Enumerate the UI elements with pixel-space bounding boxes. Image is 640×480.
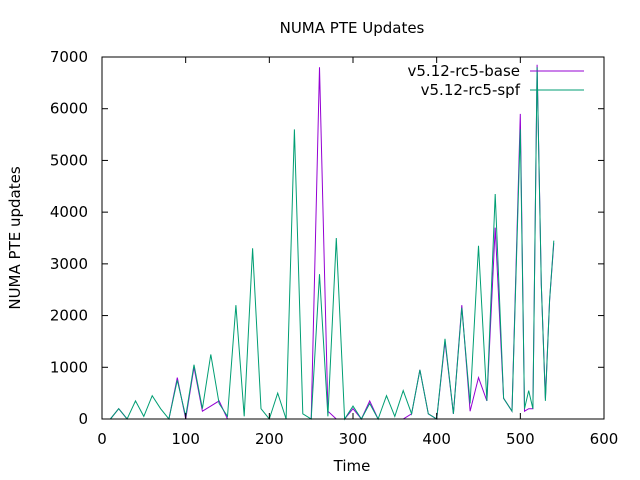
plot-frame — [101, 56, 605, 420]
y-tick-label: 4000 — [50, 203, 88, 221]
chart-title: NUMA PTE Updates — [280, 19, 425, 37]
series-layer — [110, 64, 555, 421]
x-tick-label: 200 — [255, 430, 284, 448]
x-tick-label: 600 — [590, 430, 619, 448]
legend-label-1: v5.12-rc5-base — [408, 62, 521, 80]
y-axis-label: NUMA PTE updates — [6, 166, 24, 309]
y-tick-label: 2000 — [50, 307, 88, 325]
x-tick-label: 300 — [339, 430, 368, 448]
y-tick-label: 6000 — [50, 100, 88, 118]
x-axis-label: Time — [333, 457, 371, 475]
ticks-layer: 0 100 200 300 400 500 600010002000300040005000… — [50, 48, 619, 448]
x-tick-label: 0 — [97, 430, 107, 448]
y-tick-label: 0 — [78, 410, 88, 428]
x-tick-label: 100 — [171, 430, 200, 448]
x-tick-label: 400 — [422, 430, 451, 448]
y-tick-label: 7000 — [50, 48, 88, 66]
y-tick-label: 5000 — [50, 151, 88, 169]
y-tick-label: 3000 — [50, 255, 88, 273]
series-line-2 — [110, 67, 555, 421]
x-tick-label: 500 — [506, 430, 535, 448]
series-line-1 — [110, 64, 555, 420]
legend-label-2: v5.12-rc5-spf — [421, 81, 521, 99]
y-tick-label: 1000 — [50, 358, 88, 376]
